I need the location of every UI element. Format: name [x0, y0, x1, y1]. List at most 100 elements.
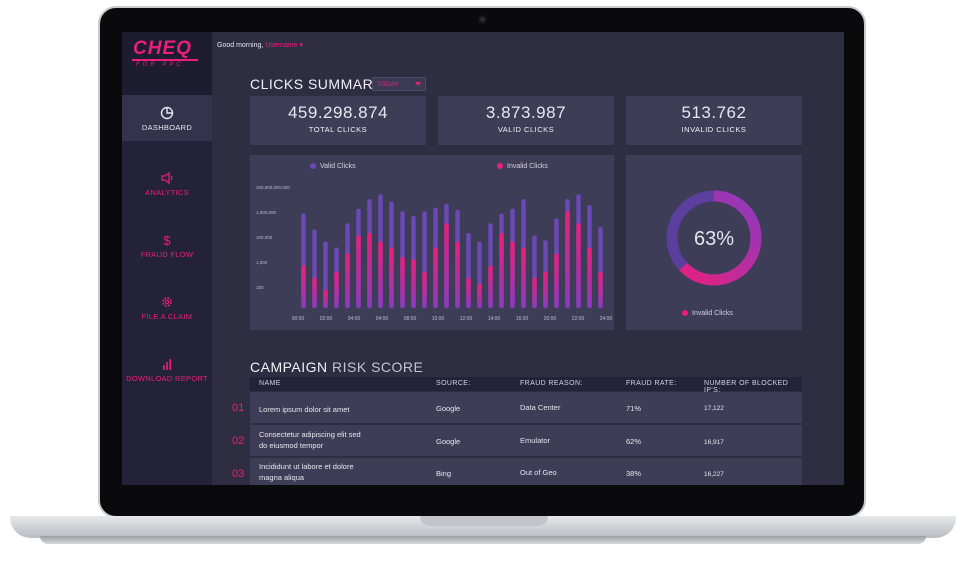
sidebar-item-label: ANALYTICS [145, 188, 189, 197]
donut-legend: Invalid Clicks [682, 310, 733, 317]
range-select[interactable]: TODAY [372, 77, 426, 91]
column-header-blocked[interactable]: NUMBER OF BLOCKED IP'S: [704, 380, 789, 394]
row-rate: 62% [626, 437, 642, 446]
row-number: 01 [232, 402, 245, 414]
greeting-prefix: Good morning, [217, 42, 264, 49]
bar-invalid[interactable] [455, 241, 460, 308]
x-tick-label: 08:00 [404, 316, 417, 322]
legend-label: Valid Clicks [320, 163, 356, 170]
bar-invalid[interactable] [389, 247, 394, 309]
bar-invalid[interactable] [411, 259, 416, 308]
bar-invalid[interactable] [521, 247, 526, 309]
bar-invalid[interactable] [576, 223, 581, 308]
logo-underline [132, 59, 198, 61]
column-header-reason[interactable]: FRAUD REASON: [520, 380, 583, 387]
bar-invalid[interactable] [554, 253, 559, 308]
sidebar-item-label: DASHBOARD [141, 123, 193, 132]
bar-invalid[interactable] [499, 232, 504, 308]
campaign-title-bold: CAMPAIGN [250, 359, 328, 375]
stat-card-invalid: 513.762 INVALID CLICKS [626, 96, 802, 145]
bar-invalid[interactable] [466, 277, 471, 308]
clicks-summary-title: CLICKS SUMMARY [250, 76, 383, 92]
campaign-title: CAMPAIGN RISK SCORE [250, 359, 423, 375]
bar-invalid[interactable] [312, 277, 317, 308]
donut-arc [666, 190, 762, 286]
stat-value: 3.873.987 [485, 103, 567, 122]
bar-invalid[interactable] [587, 247, 592, 309]
sidebar-item-file-a-claim[interactable]: FILE A CLAIM [122, 289, 212, 335]
bar-invalid[interactable] [334, 271, 339, 308]
username: Username [265, 42, 298, 49]
row-blocked: 17,122 [704, 405, 724, 412]
donut-chart: 63% [666, 190, 762, 286]
bar-invalid[interactable] [532, 277, 537, 308]
sidebar: CHEQ FOR PPC DASHBOARD ANALYTICS $ FRAUD… [122, 32, 212, 485]
column-header-name[interactable]: NAME [259, 380, 281, 387]
y-tick-label: 1,000,000 [256, 210, 277, 215]
y-tick-label: 100 [256, 285, 264, 290]
logo-subtitle: FOR PPC [136, 62, 184, 68]
sidebar-item-label: FILE A CLAIM [141, 312, 193, 321]
stat-card-total: 459.298.874 TOTAL CLICKS [250, 96, 426, 145]
bar-invalid[interactable] [356, 235, 361, 308]
bar-invalid[interactable] [477, 283, 482, 308]
laptop-base-bottom [40, 536, 926, 544]
table-header: NAME SOURCE: FRAUD REASON: FRAUD RATE: N… [250, 377, 802, 394]
column-header-rate[interactable]: FRAUD RATE: [626, 380, 677, 387]
bar-invalid[interactable] [367, 232, 372, 308]
bar-invalid[interactable] [510, 241, 515, 308]
bar-chart-icon [163, 359, 171, 370]
bar-invalid[interactable] [488, 265, 493, 308]
megaphone-icon [161, 171, 173, 185]
bar-chart-panel: Valid Clicks Invalid Clicks 100,000,000,… [250, 155, 614, 330]
bar-invalid[interactable] [301, 265, 306, 308]
logo-text: CHEQ [133, 38, 192, 59]
bar-invalid[interactable] [422, 271, 427, 308]
gear-icon [162, 297, 172, 307]
sidebar-item-fraud-flow[interactable]: $ FRAUD FLOW [122, 227, 212, 273]
bar-invalid[interactable] [378, 241, 383, 308]
table-row[interactable]: 01 Lorem ipsum dolor sit amet Google Dat… [232, 392, 802, 424]
y-tick-label: 100,000 [256, 235, 273, 240]
bar-invalid[interactable] [543, 271, 548, 308]
row-rate: 38% [626, 469, 642, 478]
laptop-notch [420, 516, 548, 526]
bar-invalid[interactable] [433, 247, 438, 309]
stat-label: TOTAL CLICKS [308, 125, 368, 134]
bar-invalid[interactable] [345, 253, 350, 308]
row-blocked: 16,227 [704, 471, 724, 478]
row-blocked: 16,917 [704, 439, 724, 446]
bar-invalid[interactable] [444, 223, 449, 308]
stat-value: 513.762 [681, 103, 747, 122]
y-tick-label: 100,000,000,000 [256, 185, 290, 190]
row-source: Google [436, 404, 461, 413]
logo[interactable]: CHEQ FOR PPC [122, 32, 212, 95]
username-dropdown[interactable]: Username ▾ [265, 42, 303, 49]
table-row[interactable]: 03 Incididunt ut labore et dolore magna … [232, 458, 802, 485]
x-tick-label: 20:00 [544, 316, 557, 322]
x-tick-label: 02:00 [320, 316, 333, 322]
x-tick-label: 22:00 [572, 316, 585, 322]
column-header-source[interactable]: SOURCE: [436, 380, 471, 387]
x-tick-label: 12:00 [460, 316, 473, 322]
bar-invalid[interactable] [400, 257, 405, 308]
sidebar-item-download-report[interactable]: DOWNLOAD REPORT [122, 351, 212, 397]
bar-invalid[interactable] [565, 211, 570, 308]
row-reason: Out of Geo [520, 468, 557, 477]
bar-invalid[interactable] [323, 289, 328, 308]
bar-chart: 100,000,000,000 1,000,000 100,000 1,000 100 0… [256, 185, 613, 322]
sidebar-item-dashboard[interactable]: DASHBOARD [122, 95, 212, 141]
stat-label: INVALID CLICKS [681, 125, 747, 134]
sidebar-item-analytics[interactable]: ANALYTICS [122, 165, 212, 211]
row-rate: 71% [626, 404, 642, 413]
row-source: Bing [436, 469, 452, 478]
x-tick-label: 04:00 [376, 316, 389, 322]
pie-chart-icon [160, 106, 174, 120]
camera-icon [478, 15, 487, 24]
x-tick-label: 00:00 [292, 316, 305, 322]
sidebar-item-label: DOWNLOAD REPORT [126, 374, 208, 383]
x-tick-label: 24:00 [600, 316, 613, 322]
chevron-down-icon [415, 82, 421, 86]
bar-invalid[interactable] [598, 271, 603, 308]
table-row[interactable]: 02 Consectetur adipiscing elit sed do ei… [232, 425, 802, 457]
